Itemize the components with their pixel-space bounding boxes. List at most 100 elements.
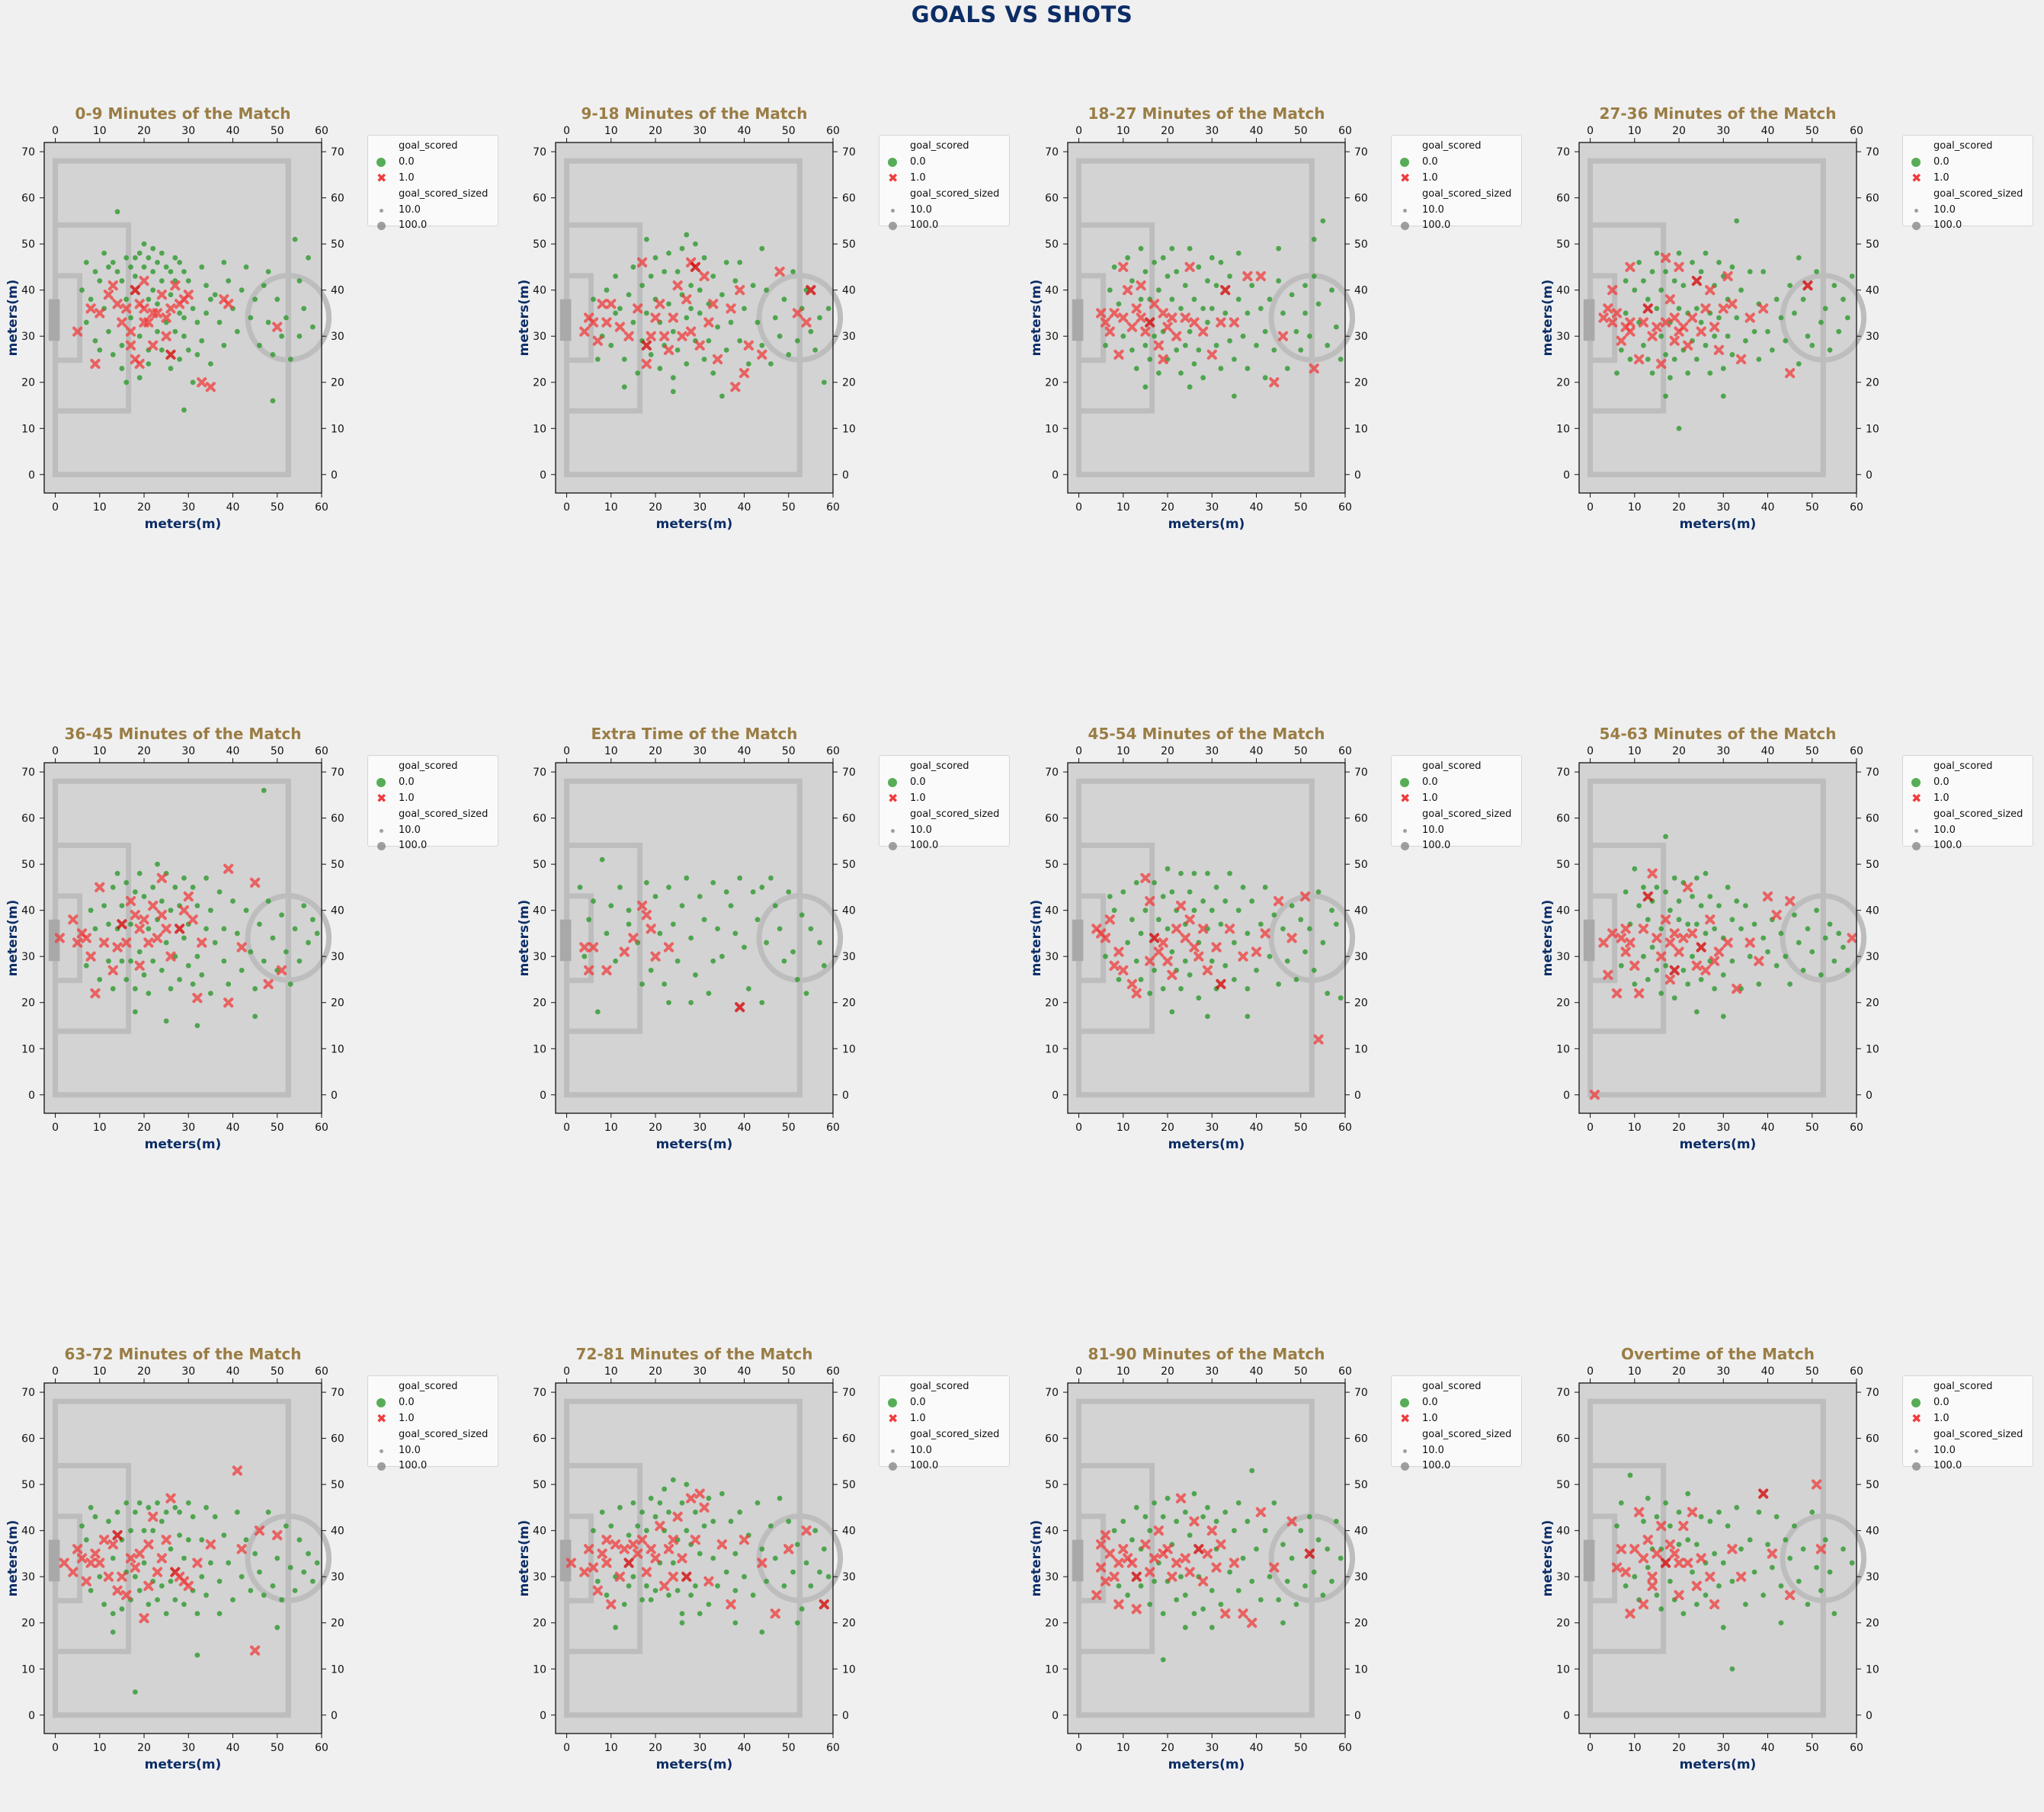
shot-miss-point xyxy=(701,357,707,362)
legend-size-small: 10.0 xyxy=(1422,1445,1444,1456)
y-tick-label: 0 xyxy=(540,469,546,482)
x-tick-label: 40 xyxy=(1761,1122,1775,1134)
shot-miss-point xyxy=(626,921,632,927)
shot-miss-point xyxy=(309,324,316,330)
shot-goal-point xyxy=(125,1553,136,1564)
shot-miss-point xyxy=(1783,1537,1789,1543)
shot-miss-point xyxy=(185,962,191,968)
shot-miss-point xyxy=(1147,1528,1153,1534)
shot-miss-point xyxy=(621,384,627,390)
legend-marker-circle xyxy=(888,221,897,230)
shot-miss-point xyxy=(1627,1472,1633,1478)
shot-goal-point xyxy=(1109,960,1120,971)
shot-goal-point xyxy=(1180,933,1190,943)
x-tick-label: 40 xyxy=(1250,1122,1264,1134)
shot-goal-point xyxy=(1705,1571,1716,1582)
shot-miss-point xyxy=(270,935,276,941)
shot-miss-point xyxy=(777,1495,783,1501)
y-tick-label: 50 xyxy=(1045,1479,1059,1491)
shot-goal-point xyxy=(85,303,96,314)
shot-miss-point xyxy=(1103,953,1108,959)
shot-miss-point xyxy=(1632,866,1638,872)
shot-miss-point xyxy=(768,875,774,881)
shot-miss-point xyxy=(203,1593,209,1598)
y-tick-label: 60 xyxy=(533,813,546,825)
shot-miss-point xyxy=(790,269,796,274)
shot-goal-point xyxy=(130,285,140,296)
shot-miss-point xyxy=(759,245,765,251)
shot-miss-point xyxy=(1658,333,1664,339)
x-tick-label: 20 xyxy=(1672,1742,1686,1754)
y-tick-label: 30 xyxy=(21,951,35,963)
shot-miss-point xyxy=(1747,1537,1753,1543)
y-tick-label: 70 xyxy=(533,146,546,158)
shot-miss-point xyxy=(693,1583,698,1589)
shot-miss-point xyxy=(1783,953,1789,959)
shot-miss-point xyxy=(1276,1597,1282,1602)
shot-goal-point xyxy=(192,993,203,1004)
shot-goal-point xyxy=(708,299,719,309)
y-tick-label: 30 xyxy=(1556,1571,1570,1583)
shot-miss-point xyxy=(1103,342,1108,348)
shot-miss-point xyxy=(1315,1537,1322,1543)
shot-goal-point xyxy=(134,924,145,934)
shot-miss-point xyxy=(284,315,289,321)
shot-miss-point xyxy=(110,986,116,991)
subplot-title: 0-9 Minutes of the Match xyxy=(75,104,290,123)
x-tick-label-top: 20 xyxy=(1672,125,1686,137)
shot-miss-point xyxy=(754,319,761,325)
shot-miss-point xyxy=(177,977,183,982)
shot-miss-point xyxy=(234,1509,240,1515)
shot-goal-point xyxy=(1652,933,1662,943)
x-tick-label-top: 40 xyxy=(1761,125,1775,137)
shot-miss-point xyxy=(1712,333,1718,339)
shot-miss-point xyxy=(1765,328,1770,335)
shot-miss-point xyxy=(1169,889,1175,895)
shot-goal-point xyxy=(1847,933,1857,943)
x-tick-label: 40 xyxy=(1250,1742,1264,1754)
shot-miss-point xyxy=(1841,296,1846,303)
shot-miss-point xyxy=(1796,1578,1802,1584)
x-tick-label-top: 20 xyxy=(1161,125,1174,137)
shot-miss-point xyxy=(1663,889,1668,895)
shot-miss-point xyxy=(710,879,716,885)
shot-goal-point xyxy=(1286,933,1297,943)
y-axis-label: meters(m) xyxy=(1029,1520,1044,1597)
shot-miss-point xyxy=(1271,347,1277,353)
shot-miss-point xyxy=(662,1486,668,1492)
shot-goal-point xyxy=(236,942,247,952)
y-tick-label-right: 40 xyxy=(1354,285,1368,297)
legend-hue-title: goal_scored xyxy=(399,760,458,772)
shot-goal-point xyxy=(801,317,812,328)
y-tick-label: 50 xyxy=(533,1479,546,1491)
shot-miss-point xyxy=(666,250,671,256)
shot-goal-point xyxy=(1727,1544,1738,1554)
y-tick-label: 50 xyxy=(21,859,35,871)
shot-goal-point xyxy=(1229,1557,1239,1568)
shot-goal-point xyxy=(1652,1548,1662,1559)
legend-size-small: 10.0 xyxy=(399,204,421,216)
y-tick-label: 40 xyxy=(21,285,35,297)
shot-miss-point xyxy=(146,255,152,261)
shot-miss-point xyxy=(674,269,681,274)
y-tick-label-right: 70 xyxy=(842,1387,856,1399)
shot-goal-point xyxy=(650,1553,661,1564)
shot-goal-point xyxy=(726,303,736,314)
shot-miss-point xyxy=(1160,1657,1166,1663)
shot-miss-point xyxy=(150,958,156,964)
shot-miss-point xyxy=(270,1583,276,1589)
shot-miss-point xyxy=(159,967,165,973)
subplot-svg: 81-90 Minutes of the Match00101020203030… xyxy=(1029,1345,1368,1772)
x-tick-label-top: 0 xyxy=(563,745,570,757)
legend-hue-title: goal_scored xyxy=(910,140,969,152)
legend-marker-circle xyxy=(1914,1449,1918,1453)
x-tick-label: 50 xyxy=(1805,501,1819,514)
shot-miss-point xyxy=(181,407,187,413)
x-tick-label-top: 20 xyxy=(137,125,151,137)
shot-goal-point xyxy=(579,942,590,952)
y-tick-label-right: 10 xyxy=(1354,1043,1368,1055)
shot-goal-point xyxy=(677,1553,687,1564)
subplot-title: 54-63 Minutes of the Match xyxy=(1600,725,1837,743)
shot-goal-point xyxy=(1189,1516,1200,1527)
shot-miss-point xyxy=(261,787,267,793)
